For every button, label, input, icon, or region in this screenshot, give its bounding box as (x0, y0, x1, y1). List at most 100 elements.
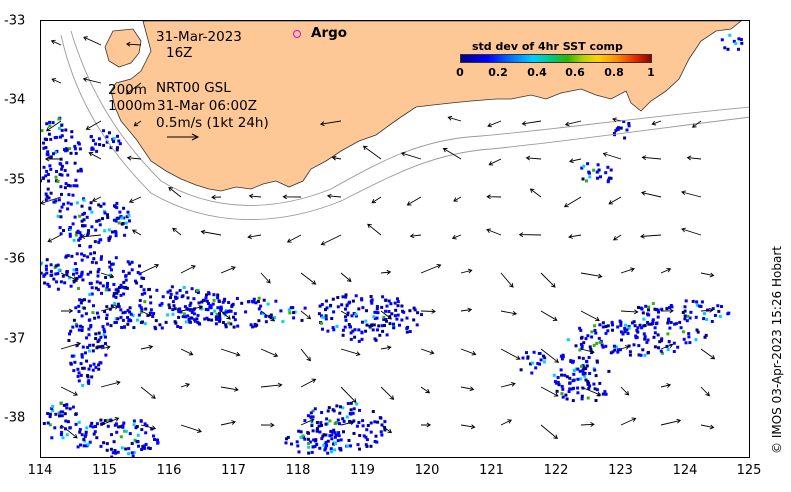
sst-cell (572, 372, 576, 376)
sst-cell (592, 168, 596, 172)
current-vector-arrow (140, 424, 157, 431)
sst-cell (155, 288, 159, 292)
sst-cell (688, 341, 692, 345)
sst-cell (354, 314, 358, 318)
colorbar-tick: 0.4 (527, 66, 547, 79)
sst-cell (174, 321, 178, 325)
sst-cell (71, 193, 75, 197)
sst-cell (376, 420, 380, 424)
sst-cell (110, 230, 114, 234)
sst-cell (332, 428, 336, 432)
sst-cell (606, 180, 610, 184)
sst-cell (83, 298, 86, 302)
sst-cell (636, 330, 640, 334)
sst-cell (46, 412, 50, 415)
sst-cell (104, 276, 108, 279)
sst-cell (51, 405, 55, 408)
sst-cell (48, 124, 52, 128)
sst-cell (526, 355, 530, 359)
sst-cell (618, 319, 622, 323)
sst-cell (303, 437, 307, 441)
sst-cell (740, 41, 744, 45)
sst-cell (78, 147, 82, 151)
sst-cell (593, 387, 597, 391)
sst-cell (115, 148, 119, 152)
sst-cell (64, 139, 68, 143)
sst-cell (536, 362, 540, 365)
sst-cell (81, 212, 85, 216)
sst-cell (227, 301, 231, 304)
sst-cell (44, 192, 48, 196)
sst-cell (104, 335, 107, 339)
sst-cell (365, 438, 369, 442)
current-vector-arrow (580, 422, 595, 427)
sst-cell (376, 328, 379, 332)
sst-cell (128, 306, 132, 310)
sst-cell (342, 430, 345, 434)
sst-cell (79, 274, 83, 278)
sst-cell (122, 216, 126, 220)
sst-cell (190, 287, 194, 291)
sst-cell (182, 312, 186, 316)
sst-cell (93, 251, 96, 255)
sst-cell (330, 317, 334, 320)
sst-cell (331, 430, 335, 434)
sst-cell (616, 348, 620, 352)
sst-cell (86, 374, 89, 377)
sst-cell (660, 307, 664, 311)
sst-cell (103, 310, 107, 313)
sst-cell (597, 336, 601, 340)
sst-cell (315, 421, 319, 424)
sst-cell (563, 373, 567, 377)
sst-cell (97, 363, 101, 367)
sst-cell (667, 340, 671, 343)
sst-cell (105, 140, 109, 144)
sst-cell (318, 430, 322, 434)
sst-cell (216, 316, 220, 320)
sst-cell (76, 229, 80, 233)
sst-cell (107, 288, 111, 292)
sst-cell (128, 432, 132, 436)
sst-cell (380, 305, 384, 309)
sst-cell (77, 286, 80, 290)
sst-cell (80, 258, 84, 262)
sst-cell (694, 338, 698, 342)
sst-cell (604, 344, 608, 348)
sst-cell (59, 215, 63, 219)
sst-cell (106, 281, 109, 285)
sst-cell (60, 205, 64, 209)
current-vector-arrow (540, 386, 559, 397)
sst-cell (95, 422, 99, 426)
sst-cell (583, 371, 587, 375)
sst-cell (337, 434, 341, 438)
sst-cell (114, 219, 118, 223)
sst-cell (344, 307, 347, 311)
sst-cell (261, 311, 265, 315)
sst-cell (297, 450, 301, 454)
sst-cell (285, 437, 288, 441)
colorbar-tick: 0.8 (604, 66, 624, 79)
sst-cell (587, 171, 591, 175)
sst-cell (313, 444, 317, 448)
sst-cell (186, 314, 190, 318)
sst-cell (108, 260, 111, 264)
sst-cell (185, 307, 189, 311)
current-vector-arrow (487, 120, 502, 128)
sst-cell (232, 325, 236, 329)
sst-cell (264, 314, 268, 318)
sst-cell (204, 296, 208, 300)
sst-cell (340, 303, 344, 307)
sst-cell (667, 319, 670, 323)
sst-cell (627, 326, 631, 330)
sst-cell (97, 338, 101, 342)
sst-cell (63, 186, 67, 190)
sst-cell (78, 428, 82, 431)
sst-cell (190, 311, 194, 314)
sst-cell (672, 341, 676, 345)
sst-cell (79, 324, 83, 328)
sst-cell (177, 310, 181, 313)
sst-cell (380, 433, 384, 437)
sst-cell (412, 318, 416, 322)
argo-legend-label: Argo (311, 25, 348, 41)
sst-cell (80, 329, 84, 332)
